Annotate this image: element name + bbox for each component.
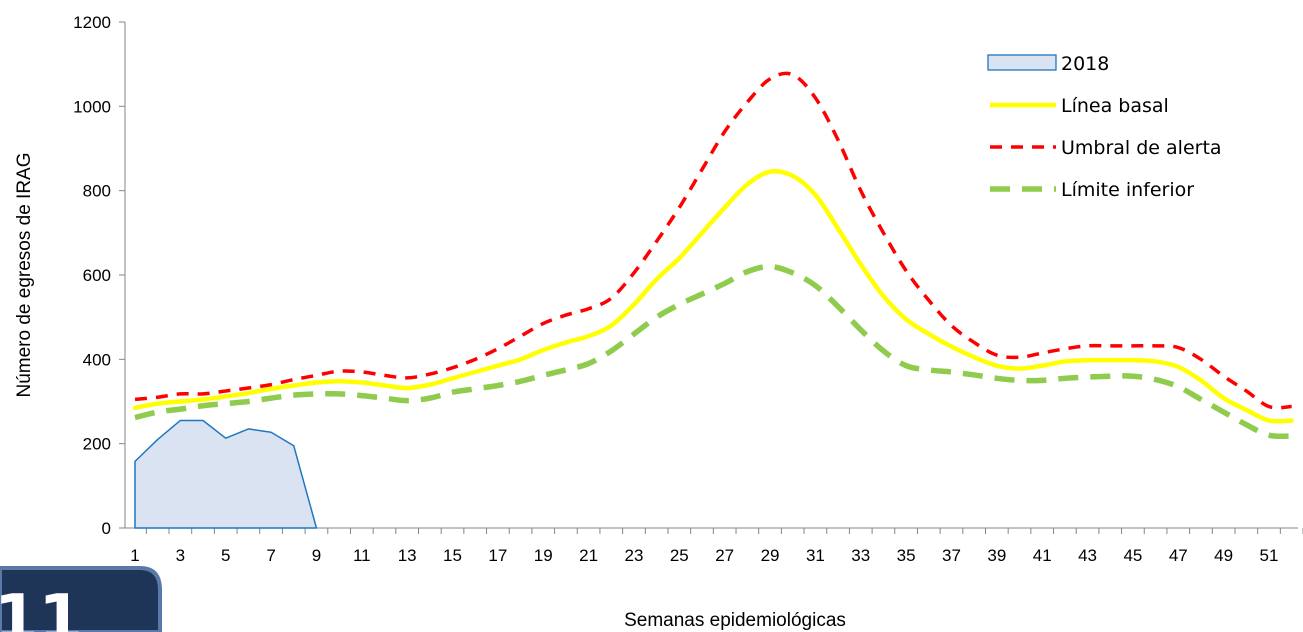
y-tick-label: 1000 — [73, 97, 111, 116]
legend: 2018 Línea basal Umbral de alerta Límite in… — [987, 53, 1222, 201]
x-tick-label: 35 — [897, 546, 916, 565]
x-tick-label: 39 — [987, 546, 1006, 565]
page-badge-number: 11 — [0, 582, 83, 632]
x-tick-label: 5 — [221, 546, 230, 565]
y-tick-label: 600 — [83, 266, 111, 285]
x-tick-label: 45 — [1123, 546, 1142, 565]
x-tick-label: 21 — [579, 546, 598, 565]
x-tick-label: 43 — [1078, 546, 1097, 565]
x-tick-label: 31 — [806, 546, 825, 565]
x-tick-label: 13 — [398, 546, 417, 565]
x-tick-label: 27 — [715, 546, 734, 565]
x-tick-label: 11 — [353, 546, 371, 565]
x-axis-title: Semanas epidemiológicas — [624, 610, 846, 631]
y-axis-title: Número de egresos de IRAG — [14, 152, 35, 397]
series-line-linea-basal — [132, 168, 1294, 424]
y-ticks: 0 200 400 600 800 1000 1200 — [73, 13, 125, 538]
x-tick-label: 17 — [488, 546, 507, 565]
page-badge-shape — [0, 566, 162, 632]
x-tick-label: 41 — [1033, 546, 1052, 565]
x-tick-label: 49 — [1214, 546, 1233, 565]
y-tick-label: 0 — [102, 519, 111, 538]
x-tick-label: 9 — [312, 546, 321, 565]
y-tick-label: 200 — [83, 435, 111, 454]
series-layer — [132, 71, 1294, 529]
x-tick-label: 33 — [851, 546, 870, 565]
legend-label: Límite inferior — [1061, 179, 1194, 201]
x-tick-label: 47 — [1169, 546, 1188, 565]
series-line-limite-inferior — [134, 263, 1292, 440]
legend-label: Línea basal — [1061, 95, 1169, 117]
x-tick-label: 15 — [443, 546, 462, 565]
y-tick-label: 1200 — [73, 13, 111, 32]
x-tick-label: 37 — [942, 546, 961, 565]
legend-swatch-2018 — [987, 54, 1057, 71]
legend-label: Umbral de alerta — [1061, 137, 1222, 159]
x-tick-label: 51 — [1260, 546, 1279, 565]
x-tick-label: 19 — [534, 546, 553, 565]
y-tick-label: 800 — [83, 182, 111, 201]
page-badge: 11 — [0, 566, 162, 632]
legend-label: 2018 — [1061, 53, 1109, 75]
series-line-umbral-de-alerta — [134, 71, 1292, 410]
x-tick-label: 7 — [266, 546, 275, 565]
x-tick-label: 25 — [670, 546, 689, 565]
y-tick-label: 400 — [83, 350, 111, 369]
x-ticks: 1 3 5 7 9 11 13 15 17 19 21 23 25 27 29 31 33 35 37 39 41 43 4… — [130, 528, 1303, 565]
x-tick-label: 29 — [761, 546, 780, 565]
series-area-2018 — [134, 419, 318, 529]
x-tick-label: 23 — [624, 546, 643, 565]
x-tick-label: 3 — [176, 546, 185, 565]
x-tick-label: 1 — [130, 546, 139, 565]
